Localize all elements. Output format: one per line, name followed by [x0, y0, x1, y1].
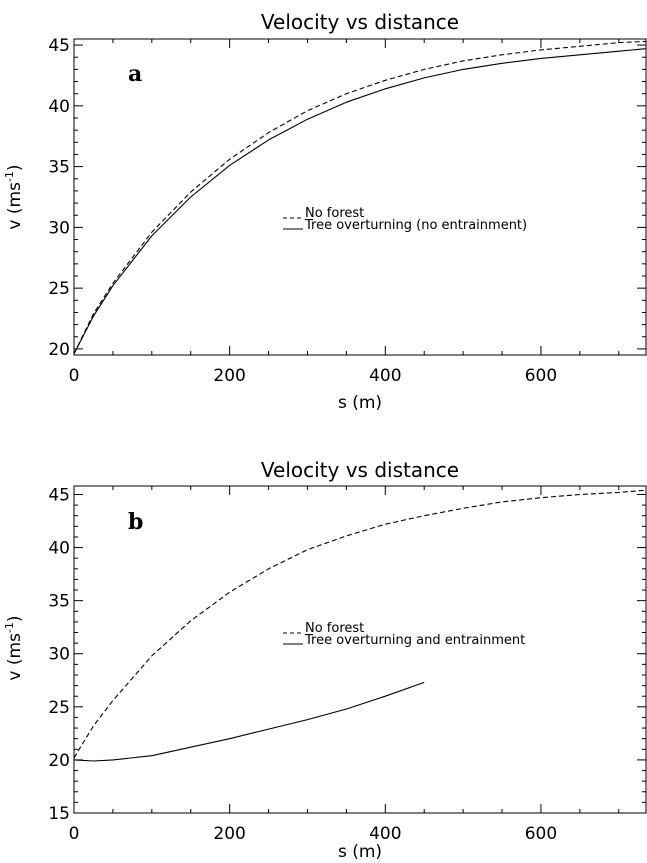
x-tick-label: 400: [369, 824, 401, 844]
y-tick-label: 30: [48, 645, 70, 665]
x-tick-label: 400: [369, 366, 401, 386]
y-tick-label: 20: [48, 751, 70, 771]
legend-label-no-forest: No forest: [305, 206, 364, 221]
chart-title: Velocity vs distance: [261, 10, 459, 34]
plot-frame: [73, 485, 647, 814]
x-tick-label: 200: [213, 366, 245, 386]
panel-letter: b: [128, 509, 143, 535]
legend-label-tree-overturning: Tree overturning (no entrainment): [304, 218, 527, 233]
y-axis-label: v (ms-1): [3, 615, 25, 680]
legend-label-no-forest: No forest: [305, 621, 364, 636]
series-line-no-forest: [73, 489, 647, 759]
x-tick-label: 0: [69, 366, 80, 386]
y-tick-label: 45: [48, 485, 70, 505]
series-line-tree-overturning: [73, 681, 425, 762]
y-axis-label: v (ms-1): [3, 164, 25, 229]
chart-title: Velocity vs distance: [261, 458, 459, 482]
legend: No forest Tree overturning and entrainme…: [283, 621, 525, 648]
panel-letter: a: [128, 61, 142, 87]
tick-marks: [73, 39, 646, 355]
legend-label-tree-entrainment: Tree overturning and entrainment: [304, 633, 525, 648]
y-tick-label: 45: [48, 36, 70, 56]
series-lines: [73, 489, 647, 762]
y-tick-label: 20: [48, 340, 70, 360]
x-tick-label: 600: [525, 366, 557, 386]
y-tick-label: 25: [48, 698, 70, 718]
y-tick-label: 40: [48, 97, 70, 117]
y-tick-label: 15: [48, 804, 70, 824]
series-line-no-forest: [73, 40, 647, 355]
x-axis-label: s (m): [338, 842, 382, 862]
y-axis-label-superscript: -1: [3, 171, 16, 182]
y-tick-label: 35: [48, 592, 70, 612]
legend: No forest Tree overturning (no entrainme…: [283, 206, 527, 233]
x-tick-label: 0: [69, 824, 80, 844]
y-axis-label-main: v (ms: [5, 633, 25, 681]
y-tick-label: 25: [48, 279, 70, 299]
y-axis-label-main: v (ms: [5, 182, 25, 230]
y-axis-label-close: ): [5, 164, 25, 171]
panel-a: Velocity vs distance a 0 200 400 600 20 25 30…: [3, 10, 647, 413]
y-axis-label-superscript: -1: [3, 622, 16, 633]
x-tick-labels: 0 200 400 600: [69, 824, 558, 844]
tick-marks: [73, 486, 646, 814]
series-lines: [73, 40, 647, 355]
panel-b: Velocity vs distance b 0 200 400 600 15 20 25…: [3, 458, 647, 862]
y-tick-label: 35: [48, 158, 70, 178]
x-tick-labels: 0 200 400 600: [69, 366, 558, 386]
x-axis-label: s (m): [338, 393, 382, 413]
x-tick-label: 600: [525, 824, 557, 844]
y-tick-labels: 15 20 25 30 35 40 45: [48, 485, 70, 824]
y-axis-label-close: ): [5, 615, 25, 622]
y-tick-labels: 20 25 30 35 40 45: [48, 36, 70, 360]
y-tick-label: 40: [48, 539, 70, 559]
series-line-tree-overturning: [73, 48, 647, 355]
x-tick-label: 200: [213, 824, 245, 844]
y-tick-label: 30: [48, 218, 70, 238]
plot-frame: [73, 38, 647, 356]
